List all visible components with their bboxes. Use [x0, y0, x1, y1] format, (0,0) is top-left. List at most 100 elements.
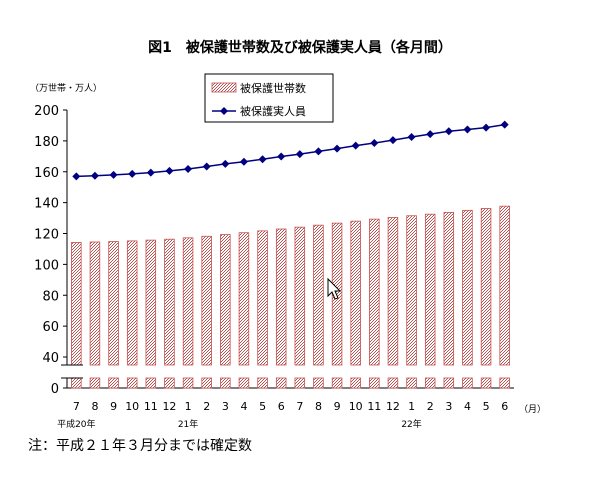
- bar-households: [313, 224, 324, 366]
- bar-households: [145, 239, 157, 366]
- bar-households: [275, 228, 287, 366]
- y-tick-label: 120: [34, 228, 59, 243]
- x-tick-label: 10: [349, 400, 363, 413]
- bar-households: [257, 230, 268, 366]
- line-point-persons: [314, 147, 323, 156]
- bar-households-lower: [313, 377, 324, 389]
- bar-households: [238, 232, 250, 366]
- line-point-persons: [277, 152, 286, 161]
- line-point-persons: [351, 141, 360, 150]
- bar-households-lower: [89, 377, 101, 389]
- bar-households-lower: [108, 377, 119, 389]
- x-tick-label: 11: [367, 400, 381, 413]
- legend-box: [204, 73, 334, 123]
- legend-label-households: 被保護世帯数: [240, 81, 306, 95]
- x-tick-label: 6: [501, 400, 508, 413]
- x-tick-label: 4: [464, 400, 471, 413]
- x-tick-label: 2: [427, 400, 434, 413]
- bar-households-lower: [238, 377, 250, 389]
- year-label: 21年: [178, 418, 198, 430]
- line-point-persons: [202, 162, 211, 171]
- bar-households: [201, 235, 212, 366]
- bar-households-lower: [164, 377, 175, 389]
- y-tick-label: 60: [42, 320, 59, 335]
- bar-households: [350, 220, 361, 366]
- line-persons: [76, 123, 505, 178]
- line-point-persons: [407, 133, 416, 142]
- line-point-persons: [370, 139, 379, 148]
- bar-households-lower: [424, 377, 436, 389]
- x-tick-label: 3: [445, 400, 452, 413]
- line-point-persons: [388, 136, 397, 145]
- bar-households: [71, 242, 82, 366]
- y-tick-label: 100: [34, 258, 59, 273]
- bar-households: [499, 205, 510, 366]
- bar-households-lower: [443, 377, 455, 389]
- bar-households: [89, 241, 101, 366]
- x-tick-label: 5: [259, 400, 266, 413]
- line-point-persons: [221, 159, 230, 168]
- y-tick-label: 40: [42, 351, 59, 366]
- bar-households-lower: [275, 377, 287, 389]
- legend-label-persons: 被保護実人員: [240, 104, 306, 118]
- line-point-persons: [333, 144, 342, 153]
- x-tick-label: 11: [144, 400, 158, 413]
- x-tick-label: 3: [222, 400, 229, 413]
- line-point-persons: [444, 127, 453, 136]
- bar-households: [369, 218, 380, 366]
- chart-note: 注：平成２１年３月分までは確定数: [28, 438, 252, 454]
- x-tick-label: 9: [334, 400, 341, 413]
- line-point-persons: [239, 157, 248, 166]
- bar-households-lower: [145, 377, 157, 389]
- year-label: 22年: [401, 418, 421, 430]
- bar-households: [182, 237, 194, 366]
- line-point-persons: [72, 172, 81, 181]
- y-tick-label: 0: [51, 382, 59, 397]
- x-tick-label: 4: [240, 400, 247, 413]
- line-point-persons: [128, 169, 137, 178]
- x-tick-label: 7: [296, 400, 303, 413]
- bar-households-lower: [182, 377, 194, 389]
- x-tick-label: 1: [185, 400, 192, 413]
- bar-households-lower: [480, 377, 492, 389]
- legend-marker-persons: [220, 107, 228, 115]
- bar-households-lower: [71, 377, 82, 389]
- y-tick-label: 180: [34, 135, 59, 150]
- x-tick-label: 7: [73, 400, 80, 413]
- line-point-persons: [500, 120, 509, 129]
- x-tick-label: 10: [125, 400, 139, 413]
- bar-households-lower: [350, 377, 361, 389]
- line-point-persons: [426, 130, 435, 139]
- x-tick-label: 1: [408, 400, 415, 413]
- x-tick-label: 12: [386, 400, 400, 413]
- mouse-cursor-icon: [327, 277, 342, 300]
- y-tick-label: 160: [34, 166, 59, 181]
- x-axis-unit: （月）: [519, 404, 546, 415]
- year-label: 平成20年: [57, 418, 95, 430]
- bar-households: [480, 208, 492, 366]
- x-tick-label: 9: [110, 400, 117, 413]
- bar-households: [220, 234, 231, 366]
- line-point-persons: [184, 164, 193, 173]
- legend-swatch-households: [211, 82, 237, 93]
- line-point-persons: [463, 125, 472, 134]
- line-point-persons: [165, 166, 174, 175]
- bar-households-lower: [257, 377, 268, 389]
- bar-households-lower: [201, 377, 212, 389]
- x-tick-label: 6: [278, 400, 285, 413]
- bar-households: [126, 240, 138, 366]
- x-tick-label: 5: [483, 400, 490, 413]
- bar-households: [164, 238, 175, 366]
- line-point-persons: [90, 171, 99, 180]
- chart-title: 図1 被保護世帯数及び被保護実人員（各月間）: [148, 39, 452, 56]
- line-point-persons: [482, 123, 491, 132]
- x-tick-label: 8: [315, 400, 322, 413]
- bar-households-lower: [294, 377, 306, 389]
- x-tick-label: 12: [162, 400, 176, 413]
- bar-households: [406, 215, 417, 366]
- line-point-persons: [109, 170, 118, 179]
- bar-households-lower: [331, 377, 343, 389]
- line-point-persons: [146, 168, 155, 177]
- bar-households: [462, 209, 473, 366]
